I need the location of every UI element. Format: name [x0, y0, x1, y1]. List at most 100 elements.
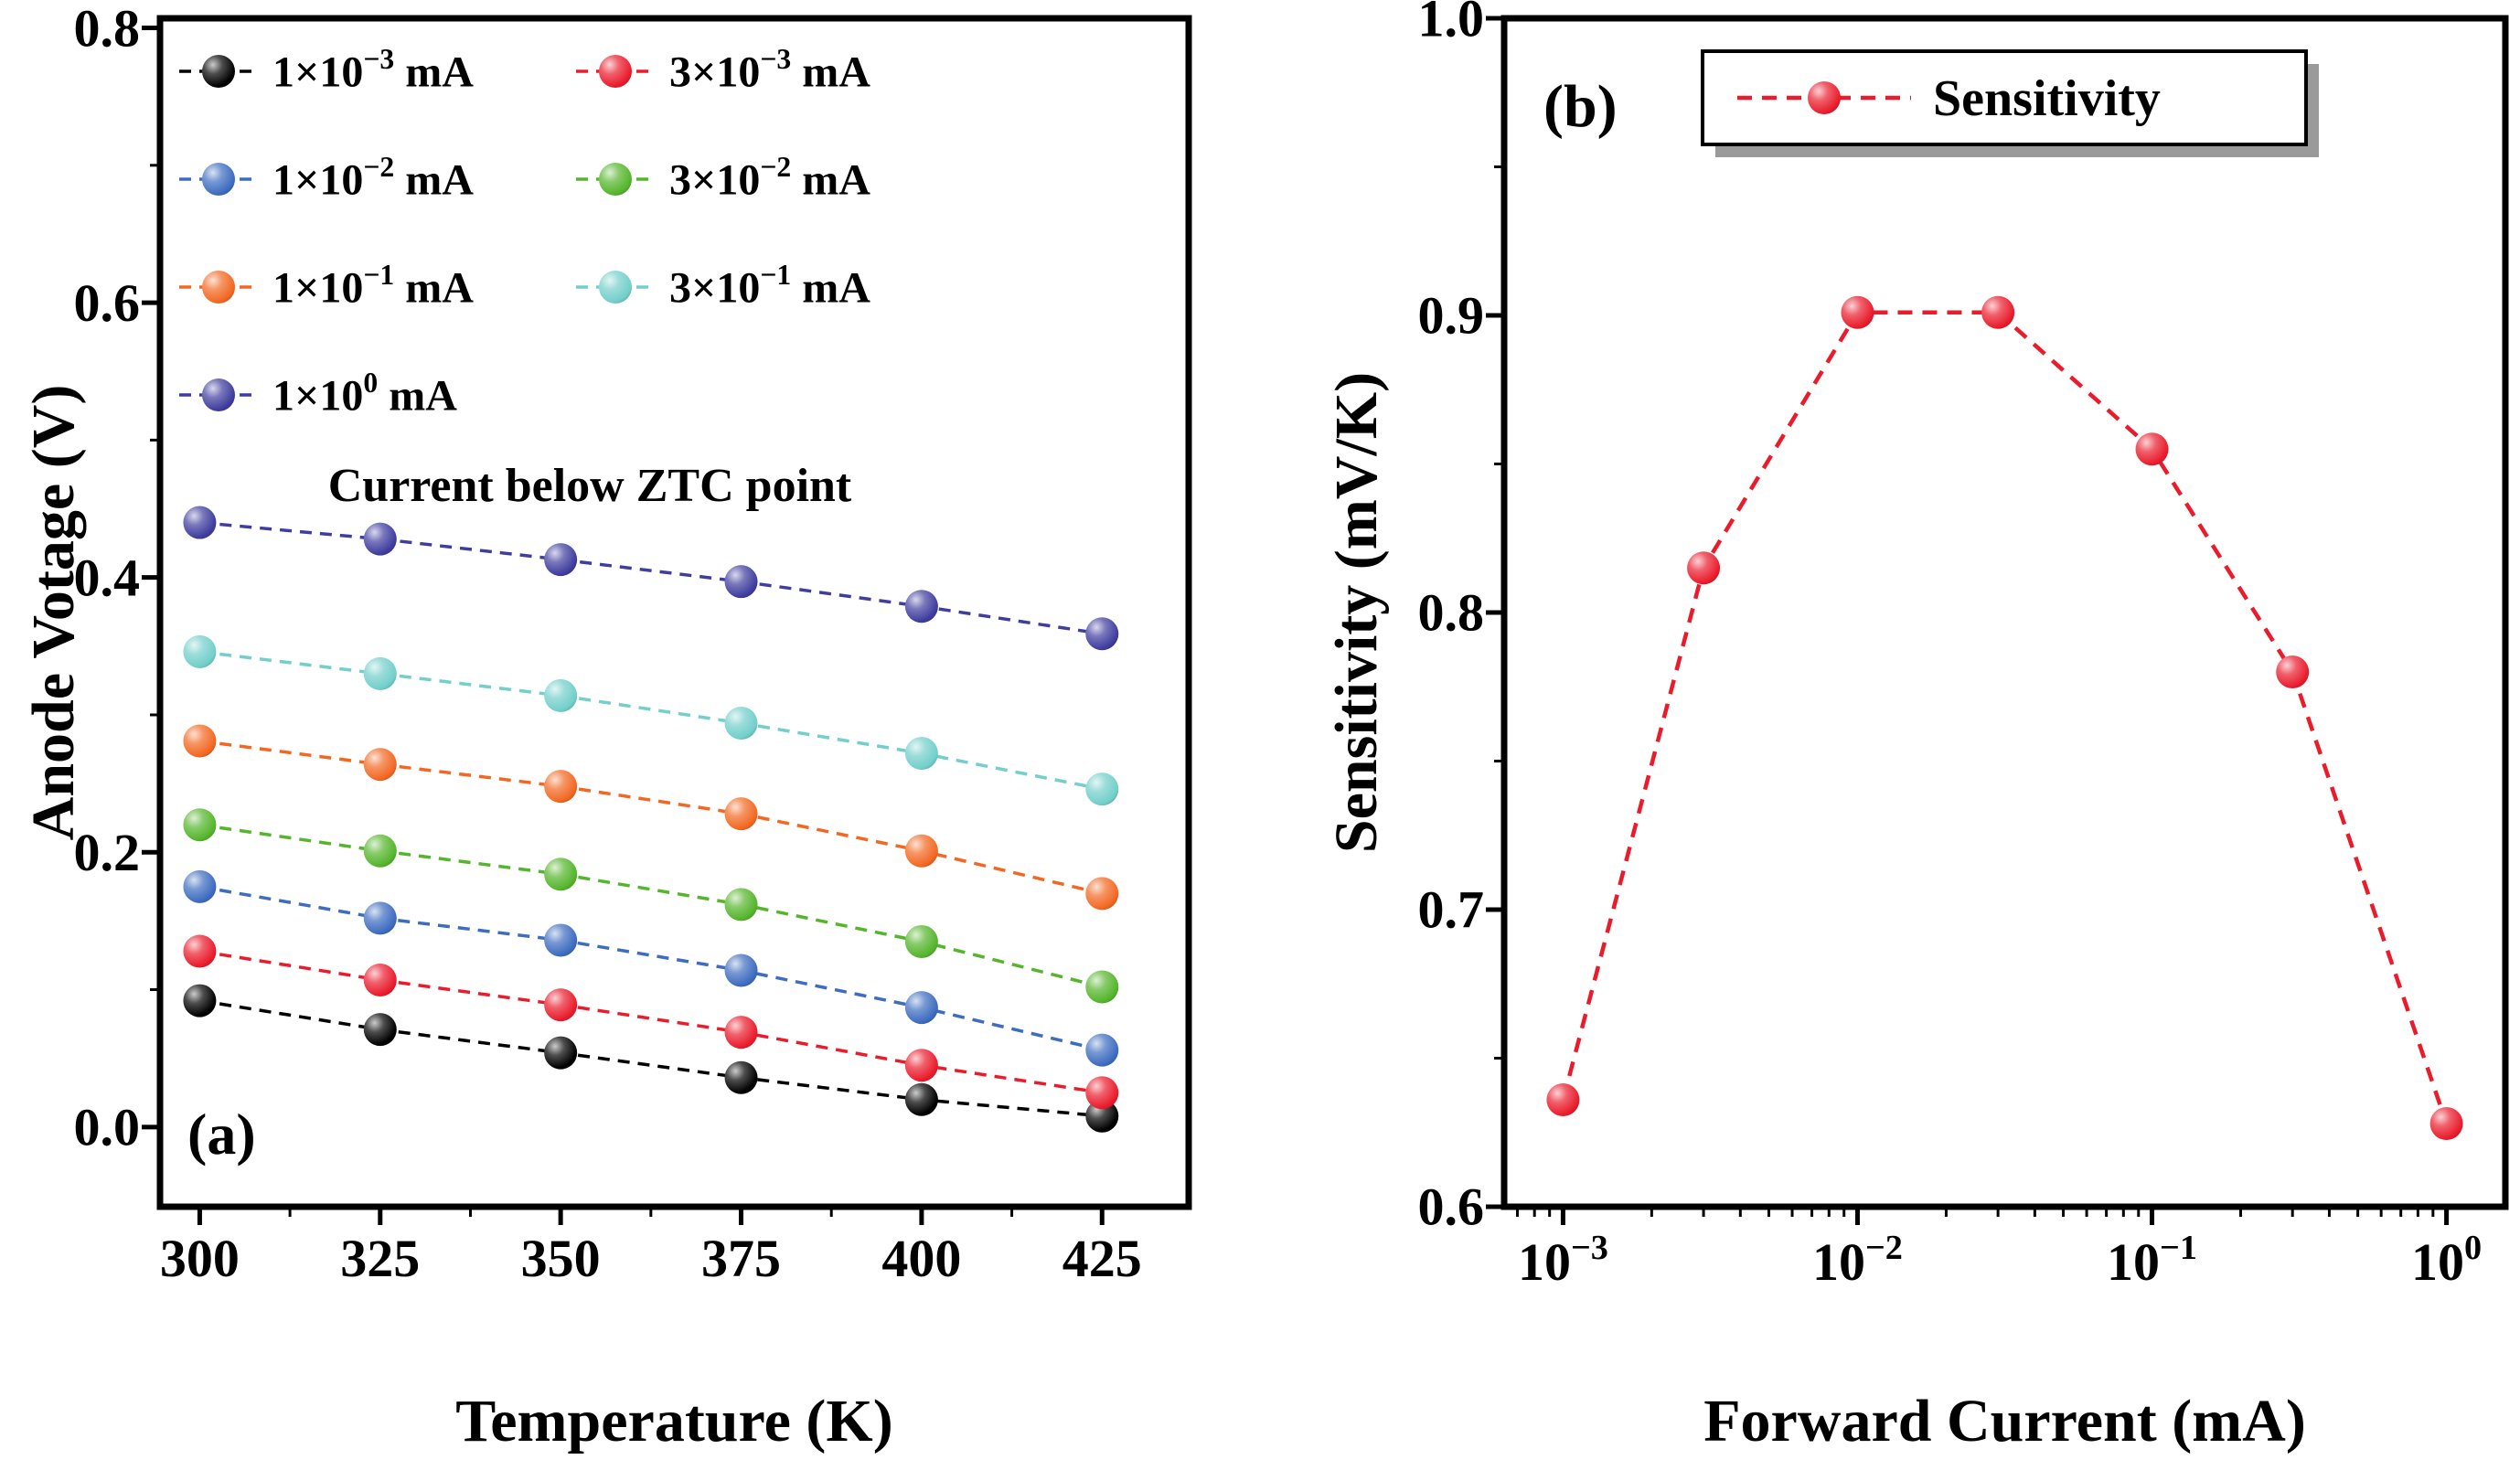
- data-point: [183, 984, 217, 1018]
- legend-item: 1×100 mA: [179, 367, 457, 420]
- x-tick-label: 10−2: [1812, 1229, 1903, 1292]
- legend-label: 1×10−1 mA: [272, 259, 474, 312]
- data-point: [599, 163, 632, 196]
- data-point: [1085, 1076, 1119, 1110]
- data-point: [363, 964, 397, 997]
- data-point: [202, 163, 235, 196]
- data-point: [724, 1016, 758, 1049]
- x-tick-label: 425: [1062, 1229, 1142, 1288]
- data-point: [363, 901, 397, 935]
- legend-label: 1×10−2 mA: [272, 151, 474, 204]
- y-tick-label: 0.2: [74, 823, 141, 882]
- data-point: [363, 748, 397, 782]
- series-line: [199, 739, 1103, 896]
- data-point: [183, 634, 217, 668]
- y-tick-label: 0.4: [74, 548, 141, 607]
- series-3e-3mA: [183, 934, 1119, 1110]
- series-1e-2mA: [183, 869, 1119, 1067]
- axes: 10−3 10−2 10−1 100 0.6 0.7 0.8 0.9 1.0: [1418, 0, 2483, 1292]
- legend-item: 1×10−1 mA: [179, 259, 474, 312]
- data-point: [724, 565, 758, 599]
- y-tick-label: 0.7: [1418, 880, 1485, 940]
- series-line: [199, 650, 1103, 791]
- axes: 300 325 350 375 400 425 0.0 0.2 0.4 0.6 0.8: [74, 0, 1142, 1288]
- panel-label: (a): [187, 1102, 256, 1167]
- data-point: [1085, 877, 1119, 911]
- data-point: [544, 543, 578, 577]
- legend-item: 1×10−3 mA: [179, 43, 474, 96]
- annotation: Current below ZTC point: [328, 460, 852, 512]
- x-tick-label: 350: [521, 1229, 601, 1288]
- chart-anode-voltage-vs-temperature: 300 325 350 375 400 425 0.0 0.2 0.4 0.6 0.8 Tempera…: [20, 0, 1192, 1454]
- series-1e-1mA: [183, 724, 1119, 911]
- data-point: [544, 858, 578, 891]
- y-tick-label: 0.8: [74, 0, 141, 58]
- data-point: [1085, 617, 1119, 651]
- legend-item: 3×10−1 mA: [576, 259, 870, 312]
- series-line: [199, 949, 1103, 1094]
- data-point: [599, 55, 632, 88]
- series-1e-3mA: [183, 984, 1119, 1133]
- data-point: [183, 808, 217, 842]
- data-point: [1808, 81, 1841, 114]
- data-point: [724, 954, 758, 987]
- y-axis-title: Sensitivity (mV/K): [1323, 372, 1390, 853]
- series-line: [199, 998, 1103, 1118]
- legend-item: 3×10−2 mA: [576, 151, 870, 204]
- data-point: [904, 1082, 938, 1116]
- data-point: [202, 271, 235, 304]
- data-point: [183, 934, 217, 968]
- data-point: [1546, 1083, 1580, 1116]
- legend-item: 1×10−2 mA: [179, 151, 474, 204]
- x-tick-label: 10−1: [2107, 1229, 2197, 1292]
- data-point: [183, 869, 217, 903]
- plot-frame: [156, 15, 1192, 1210]
- data-point: [183, 506, 217, 539]
- legend: 1×10−3 mA 3×10−3 mA 1×10−2 mA 3×10−2 mA 1×10…: [179, 43, 870, 420]
- data-point: [904, 991, 938, 1025]
- data-point: [724, 797, 758, 831]
- x-axis-title: Forward Current (mA): [1703, 1388, 2306, 1454]
- data-point: [1841, 295, 1874, 329]
- legend-item: 3×10−3 mA: [576, 43, 870, 96]
- y-tick-label: 0.9: [1418, 286, 1485, 346]
- data-point: [724, 888, 758, 922]
- data-point: [544, 1036, 578, 1070]
- data-point: [904, 834, 938, 868]
- legend-label: 1×10−3 mA: [272, 43, 474, 96]
- data-point: [904, 590, 938, 623]
- legend: Sensitivity: [1701, 49, 2319, 157]
- data-point: [2135, 432, 2169, 466]
- data-point: [599, 271, 632, 304]
- legend-box: [1701, 49, 2308, 146]
- y-tick-label: 0.6: [1418, 1177, 1485, 1237]
- series-line: [199, 885, 1103, 1052]
- series-3e-1mA: [183, 634, 1119, 806]
- panel-label: (b): [1543, 73, 1618, 140]
- data-point: [1085, 1099, 1119, 1133]
- x-tick-label: 400: [881, 1229, 961, 1288]
- legend-label: 3×10−1 mA: [669, 259, 870, 312]
- data-point: [724, 1060, 758, 1094]
- x-tick-label: 100: [2411, 1229, 2482, 1292]
- y-axis-title: Anode Votage (V): [20, 385, 87, 841]
- data-point: [544, 923, 578, 957]
- x-tick-label: 375: [701, 1229, 781, 1288]
- data-point: [2276, 655, 2310, 688]
- series-sensitivity: [1546, 295, 2463, 1140]
- y-tick-label: 0.8: [1418, 583, 1485, 643]
- legend-label: 3×10−3 mA: [669, 43, 870, 96]
- data-point: [904, 924, 938, 958]
- x-axis-title: Temperature (K): [455, 1388, 892, 1454]
- data-point: [1687, 551, 1721, 585]
- data-point: [544, 678, 578, 712]
- series-1e0mA: [183, 506, 1119, 651]
- data-point: [1085, 970, 1119, 1004]
- data-point: [2429, 1107, 2463, 1140]
- x-tick-label: 300: [160, 1229, 240, 1288]
- data-point: [904, 737, 938, 771]
- data-point: [183, 724, 217, 758]
- series-3e-2mA: [183, 808, 1119, 1004]
- y-tick-label: 0.6: [74, 273, 141, 333]
